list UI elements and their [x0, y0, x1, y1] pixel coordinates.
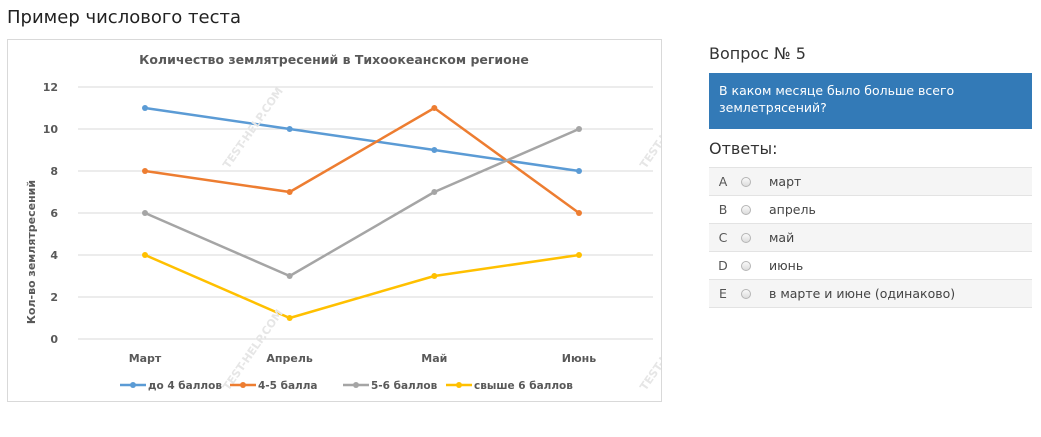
data-point [142, 252, 148, 258]
series-line [144, 253, 580, 320]
watermark-text: TEST-HELP.COM [637, 85, 661, 171]
series-0 [142, 105, 582, 174]
answer-letter: C [718, 230, 728, 245]
answers-heading: Ответы: [709, 139, 778, 158]
answer-letter: B [718, 202, 728, 217]
answer-letter: E [719, 286, 727, 301]
question-text: В каком месяце было больше всего землетр… [709, 73, 1032, 129]
answer-text: март [769, 174, 802, 189]
legend-label: до 4 баллов [148, 380, 222, 392]
data-point [142, 168, 148, 174]
answer-option-e[interactable]: E в марте и июне (одинаково) [709, 280, 1032, 308]
answer-letter: A [718, 174, 728, 189]
answer-text: в марте и июне (одинаково) [769, 286, 956, 301]
legend-item: свыше 6 баллов [446, 380, 573, 392]
data-point [576, 126, 582, 132]
data-point [286, 273, 293, 279]
data-point [286, 189, 293, 195]
data-point [286, 126, 293, 132]
chart-series [142, 105, 582, 321]
y-tick-label: 8 [50, 165, 58, 178]
y-tick-label: 0 [50, 333, 58, 346]
y-tick-label: 4 [50, 249, 58, 262]
radio-button[interactable] [741, 288, 751, 299]
answer-text: июнь [769, 258, 804, 273]
data-point [142, 105, 148, 111]
answers-list: A март B апрель C май D июнь E в марте и… [709, 167, 1032, 308]
x-tick-label: Июнь [562, 352, 597, 365]
chart-title: Количество землятресений в Тихоокеанском… [139, 52, 529, 67]
answer-option-b[interactable]: B апрель [709, 196, 1032, 224]
question-number: Вопрос № 5 [709, 44, 806, 63]
legend-item: до 4 баллов [120, 380, 222, 392]
answer-text: май [769, 230, 795, 245]
x-axis-ticks: Март Апрель Май Июнь [129, 352, 597, 365]
radio-button[interactable] [741, 176, 751, 187]
legend-swatch-marker [456, 382, 462, 388]
data-point [576, 168, 582, 174]
series-line [144, 106, 580, 173]
answer-option-a[interactable]: A март [709, 168, 1032, 196]
data-point [576, 210, 582, 216]
answer-text: апрель [769, 202, 816, 217]
line-chart: Количество землятресений в Тихоокеанском… [25, 52, 661, 393]
legend-item: 4-5 балла [230, 380, 318, 392]
legend-swatch-marker [353, 382, 359, 388]
radio-button[interactable] [741, 260, 751, 271]
x-tick-label: Апрель [266, 352, 313, 365]
legend-swatch-marker [130, 382, 136, 388]
chart-gridlines [78, 86, 653, 340]
page-title: Пример числового теста [7, 7, 241, 28]
data-point [286, 315, 293, 321]
legend-item: 5-6 баллов [343, 380, 438, 392]
radio-button[interactable] [741, 232, 751, 243]
data-point [431, 189, 438, 195]
legend-swatch-marker [240, 382, 246, 388]
legend-label: 5-6 баллов [371, 380, 438, 392]
watermarks: TEST-HELP.COMTEST-HELP.COMTEST-HELP.COMT… [220, 85, 661, 393]
chart-legend: до 4 баллов 4-5 балла 5-6 баллов свыше 6 ба… [120, 380, 573, 392]
answer-option-d[interactable]: D июнь [709, 252, 1032, 280]
data-point [576, 252, 582, 258]
radio-button[interactable] [741, 204, 751, 215]
series-1 [142, 105, 582, 216]
series-line [144, 127, 580, 278]
answer-letter: D [718, 258, 728, 273]
legend-label: свыше 6 баллов [474, 380, 573, 392]
y-tick-label: 6 [50, 207, 58, 220]
y-tick-label: 2 [50, 291, 58, 304]
series-3 [142, 252, 582, 321]
data-point [142, 210, 148, 216]
answer-option-c[interactable]: C май [709, 224, 1032, 252]
y-tick-label: 12 [43, 81, 58, 94]
y-tick-label: 10 [43, 123, 59, 136]
data-point [431, 273, 438, 279]
data-point [431, 105, 438, 111]
series-2 [142, 126, 582, 279]
chart-container: Количество землятресений в Тихоокеанском… [7, 39, 662, 402]
x-tick-label: Май [421, 352, 447, 365]
x-tick-label: Март [129, 352, 162, 365]
legend-label: 4-5 балла [258, 380, 318, 392]
data-point [431, 147, 438, 153]
watermark-text: TEST-HELP.COM [637, 307, 661, 393]
y-axis-ticks: 0 2 4 6 8 10 12 [43, 81, 59, 346]
y-axis-label: Кол-во землятресений [25, 180, 38, 324]
